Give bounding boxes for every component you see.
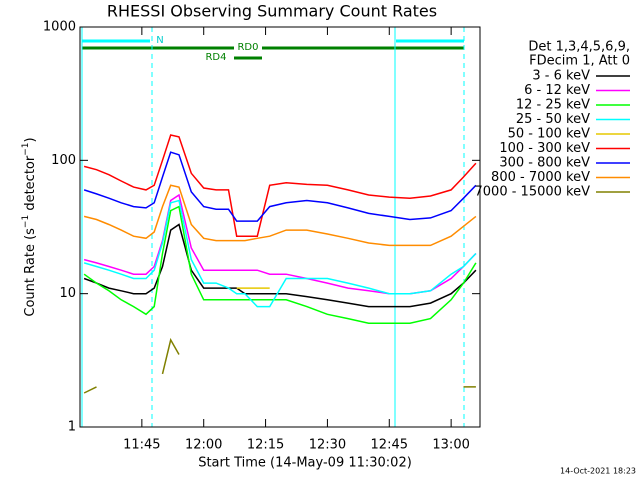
y-tick-label: 10 xyxy=(59,286,76,301)
y-tick-label: 100 xyxy=(51,153,76,168)
legend-label: 300 - 800 keV xyxy=(499,156,590,171)
y-axis-label: Count Rate (s−1 detector−1) xyxy=(21,137,38,316)
annotation: N xyxy=(156,35,163,46)
y-tick-label: 1000 xyxy=(43,20,76,35)
y-label-part: ) xyxy=(23,137,38,142)
y-label-part: Count Rate (s xyxy=(23,228,38,317)
y-label-sup: −1 xyxy=(21,142,31,155)
legend-label: 25 - 50 keV xyxy=(516,112,590,127)
legend-header: Det 1,3,4,5,6,9, xyxy=(528,40,630,55)
plot-frame xyxy=(79,26,481,428)
series-line xyxy=(83,151,477,222)
x-tick-label: 12:15 xyxy=(247,438,284,453)
x-tick-label: 12:45 xyxy=(371,438,408,453)
y-label-part: detector xyxy=(23,155,38,215)
chart-title: RHESSI Observing Summary Count Rates xyxy=(107,2,437,21)
series-line xyxy=(83,199,477,308)
legend-label: 50 - 100 keV xyxy=(508,127,591,142)
series-line xyxy=(83,337,476,394)
series-line xyxy=(83,134,477,237)
y-tick-label: 1 xyxy=(68,420,76,435)
legend-label: 12 - 25 keV xyxy=(516,98,590,113)
annotation: RD4 xyxy=(205,52,226,63)
series-line xyxy=(83,205,477,324)
legend-label: 100 - 300 keV xyxy=(499,141,590,156)
y-label-sup: −1 xyxy=(21,215,31,228)
annotation: RD0 xyxy=(237,42,258,53)
legend-header: FDecim 1, Att 0 xyxy=(529,54,630,69)
x-tick-label: 12:30 xyxy=(309,438,346,453)
legend-label: 800 - 7000 keV xyxy=(491,170,590,185)
legend-label: 3 - 6 keV xyxy=(532,69,590,84)
series-line xyxy=(83,184,477,247)
legend-label: 7000 - 15000 keV xyxy=(475,185,591,200)
x-axis-label: Start Time (14-May-09 11:30:02) xyxy=(198,456,412,471)
x-tick-label: 12:00 xyxy=(185,438,222,453)
footer: 14-Oct-2021 18:23 xyxy=(560,467,636,476)
legend-label: 6 - 12 keV xyxy=(524,83,590,98)
x-tick-label: 13:00 xyxy=(432,438,469,453)
x-tick-label: 11:45 xyxy=(123,438,160,453)
